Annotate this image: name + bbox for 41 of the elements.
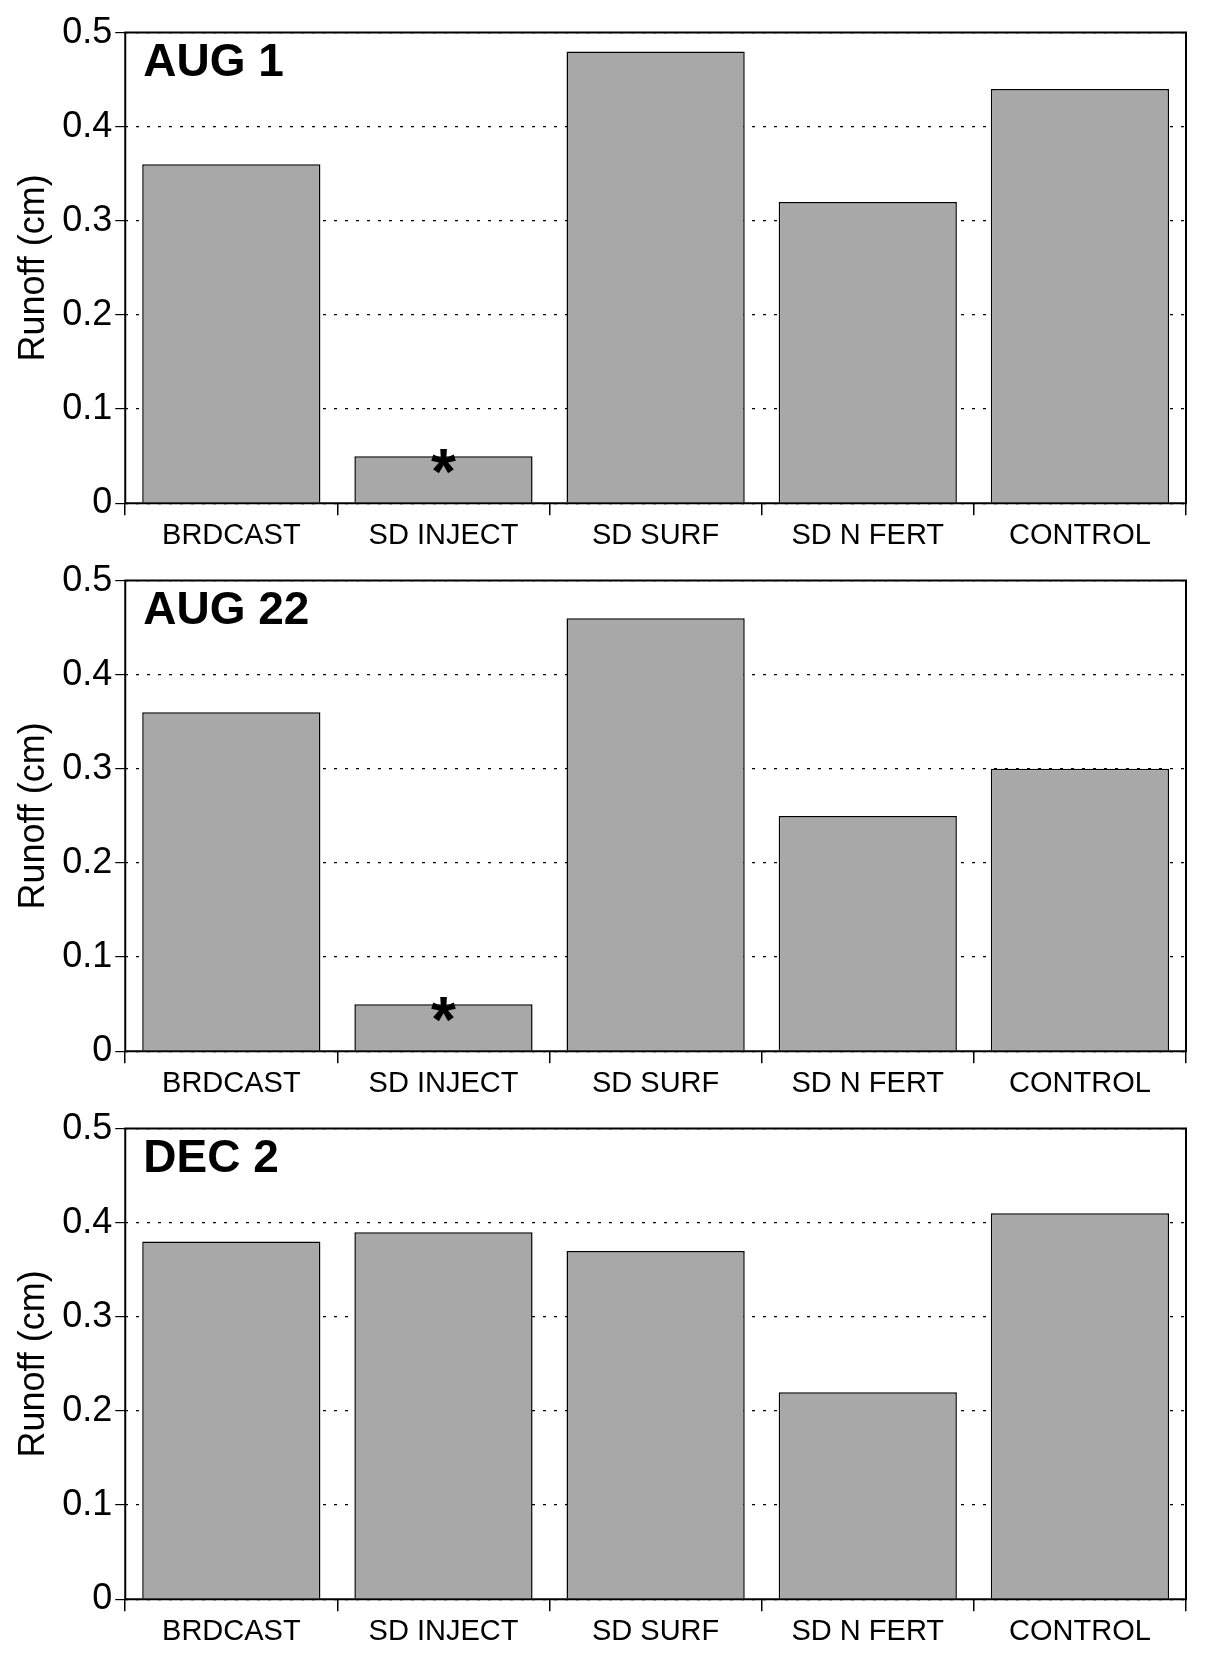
annotation: * <box>431 436 457 509</box>
y-tick-label: 0.3 <box>62 745 113 787</box>
annotation: * <box>431 984 457 1057</box>
y-tick-label: 0 <box>92 480 113 522</box>
x-tick-label: SD SURF <box>591 1613 720 1646</box>
y-tick-label: 0.4 <box>62 1199 113 1241</box>
y-tick-label: 0.4 <box>62 651 113 693</box>
x-tick-label: CONTROL <box>1009 517 1151 550</box>
y-axis-title: Runoff (cm) <box>10 174 52 362</box>
x-tick-label: BRDCAST <box>162 1065 301 1098</box>
chart-title: DEC 2 <box>143 1130 279 1183</box>
chart-title: AUG 22 <box>143 582 310 635</box>
x-tick-label: SD INJECT <box>368 1065 519 1098</box>
y-tick-label: 0.1 <box>62 1482 113 1523</box>
y-tick-label: 0 <box>92 1028 113 1070</box>
x-tick-label: SD SURF <box>591 1065 720 1098</box>
y-tick-label: 0.5 <box>62 9 113 51</box>
x-tick-label: SD INJECT <box>368 1613 519 1646</box>
y-tick-label: 0.2 <box>62 839 113 881</box>
y-axis-title: Runoff (cm) <box>10 1270 52 1458</box>
y-axis-title: Runoff (cm) <box>10 722 52 910</box>
x-tick-label: SD N FERT <box>791 1613 945 1646</box>
chart-title: AUG 1 <box>143 34 284 87</box>
x-tick-label: BRDCAST <box>162 517 301 550</box>
y-tick-label: 0.2 <box>62 1387 113 1429</box>
x-tick-label: CONTROL <box>1009 1065 1151 1098</box>
y-tick-label: 0.3 <box>62 1293 113 1335</box>
x-tick-label: CONTROL <box>1009 1613 1151 1646</box>
x-tick-label: SD N FERT <box>791 1065 945 1098</box>
x-tick-label: BRDCAST <box>162 1613 301 1646</box>
y-tick-label: 0.1 <box>62 386 113 427</box>
y-tick-label: 0.3 <box>62 197 113 239</box>
y-tick-label: 0.1 <box>62 934 113 975</box>
y-tick-label: 0.4 <box>62 103 113 145</box>
x-tick-label: SD SURF <box>591 517 720 550</box>
x-tick-label: SD N FERT <box>791 517 945 550</box>
y-tick-label: 0.5 <box>62 557 113 599</box>
x-tick-label: SD INJECT <box>368 517 519 550</box>
y-tick-label: 0.2 <box>62 291 113 333</box>
y-tick-label: 0 <box>92 1576 113 1618</box>
y-tick-label: 0.5 <box>62 1105 113 1147</box>
